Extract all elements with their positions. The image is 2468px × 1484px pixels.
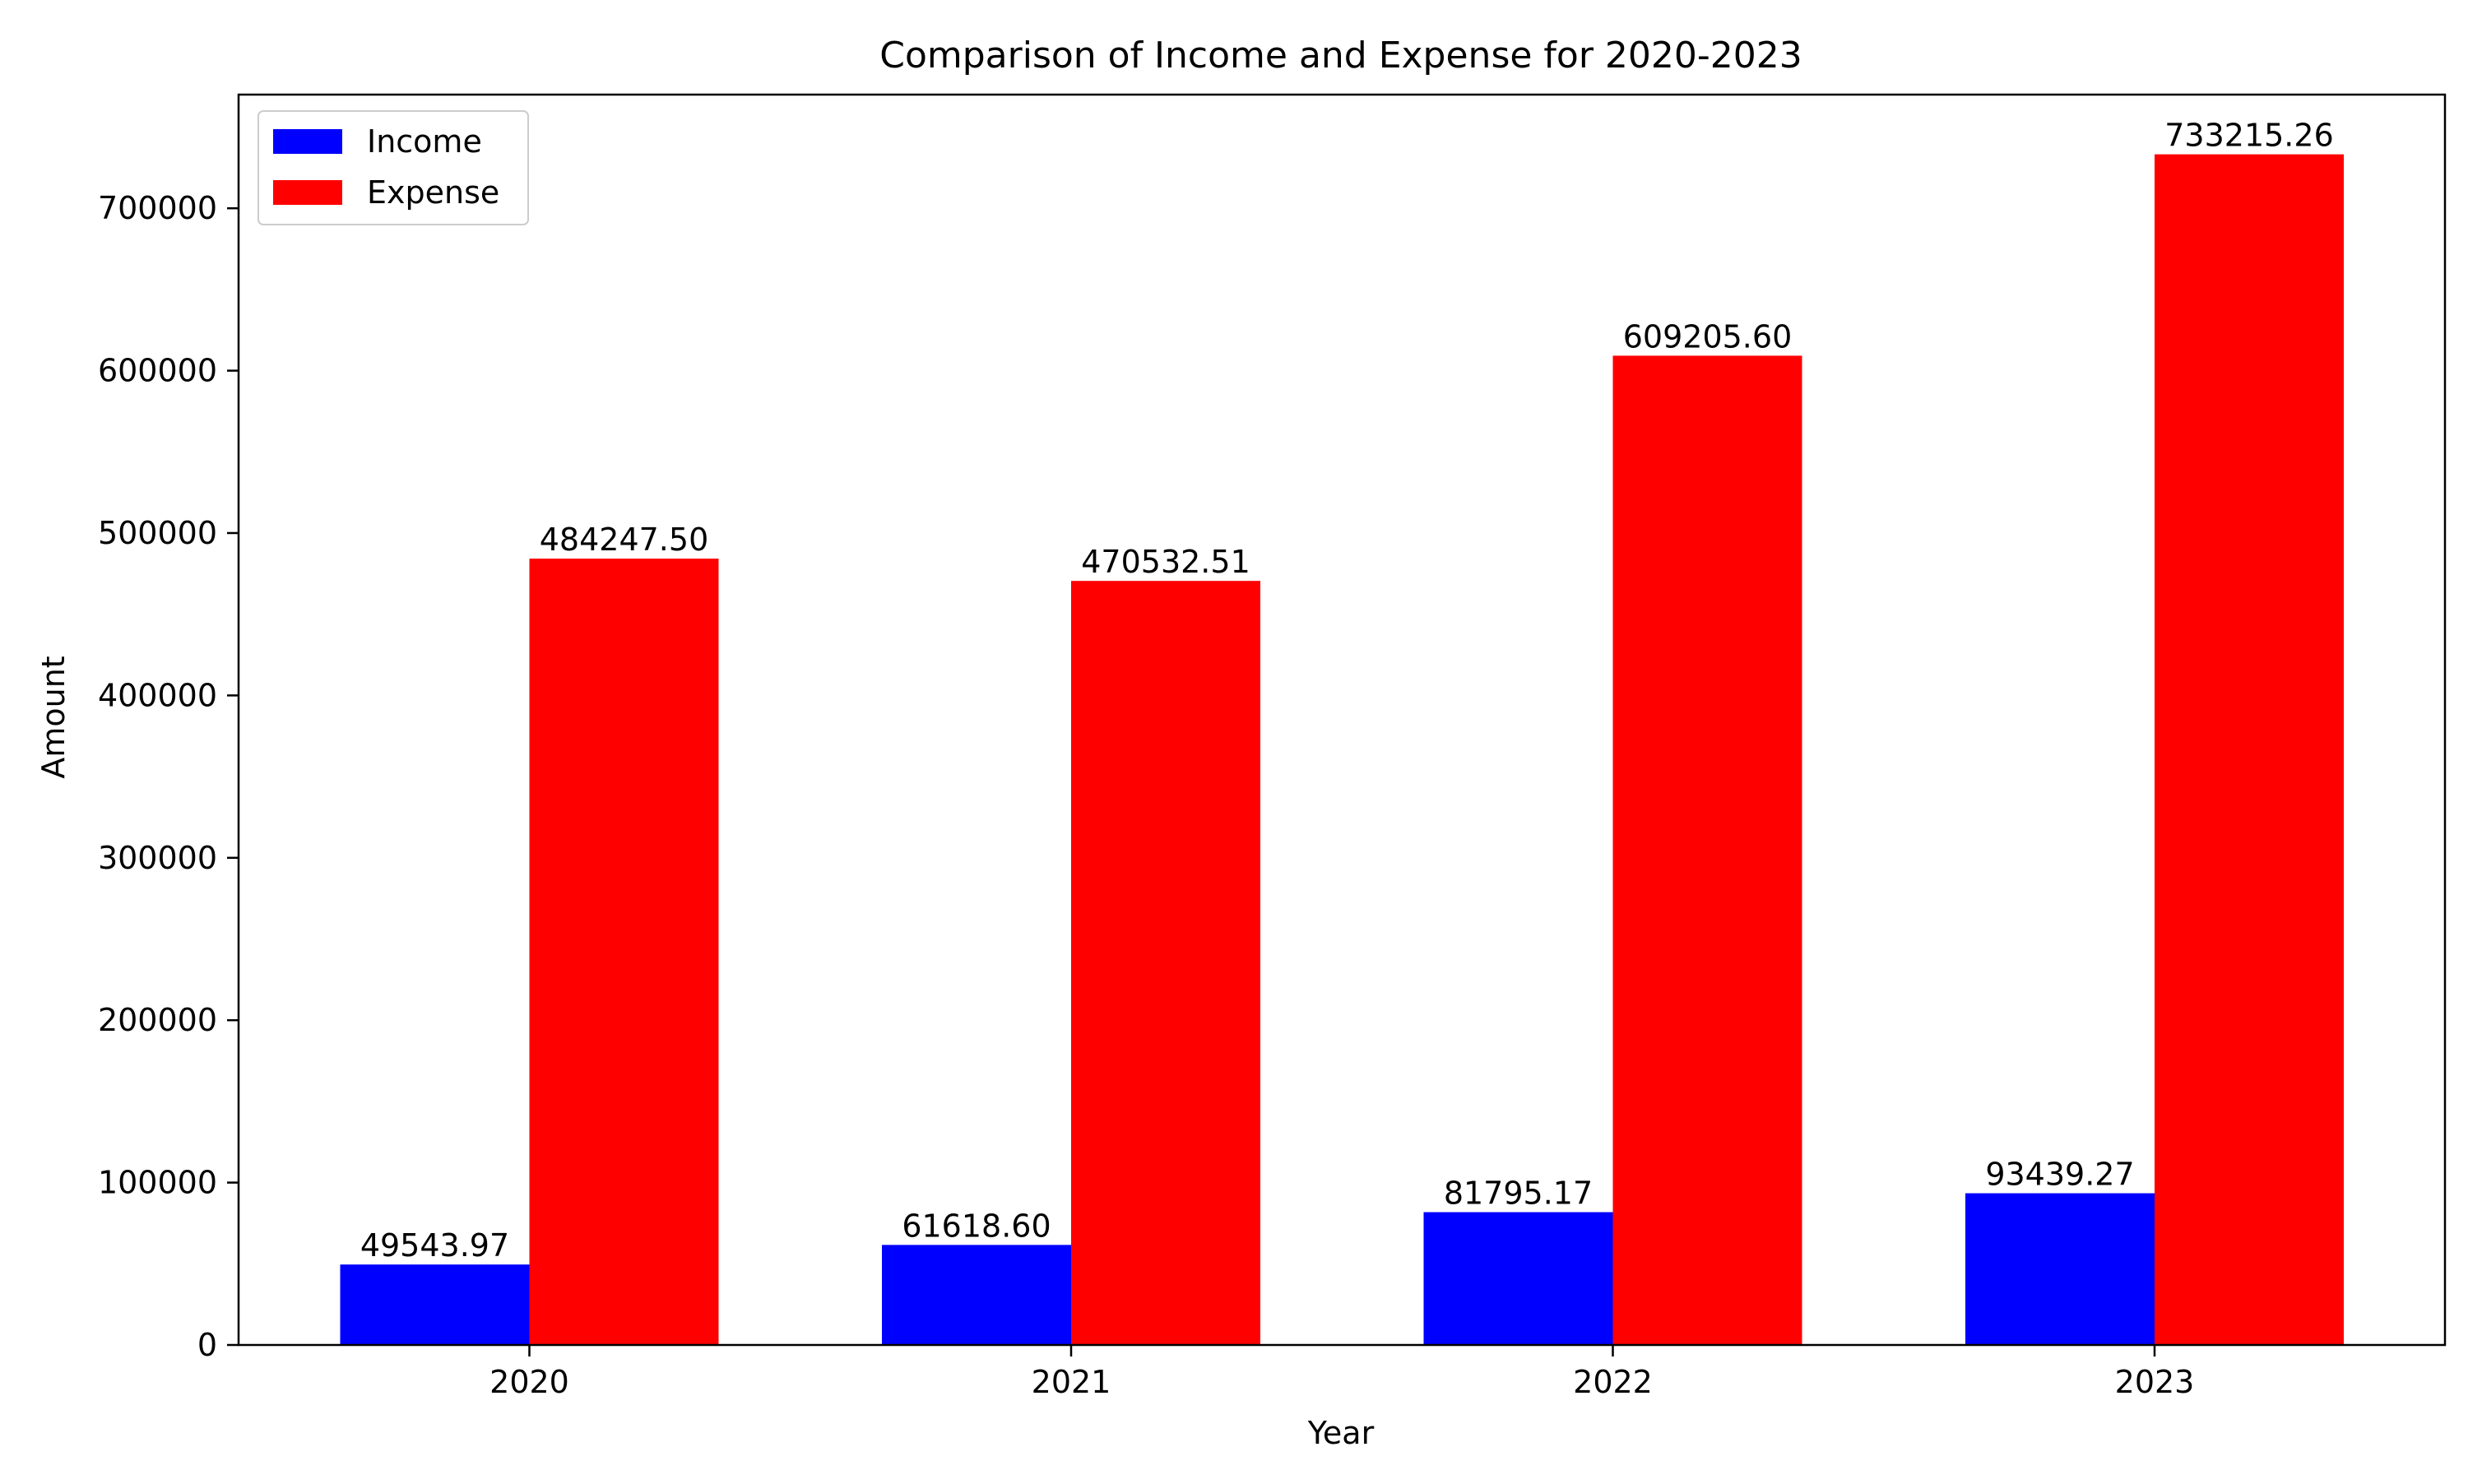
bar-expense-2021 xyxy=(1071,581,1260,1345)
x-tick-label: 2023 xyxy=(2115,1364,2195,1400)
x-tick-label: 2020 xyxy=(489,1364,569,1400)
plot-area: 49543.97 61618.60 81795.17 93439.27 484247.5… xyxy=(98,93,2447,1400)
bar-income-2022 xyxy=(1423,1212,1613,1345)
bar-expense-2023 xyxy=(2155,154,2344,1346)
data-label-expense-2023: 733215.26 xyxy=(2164,118,2334,154)
y-axis-label: Amount xyxy=(35,656,72,778)
data-label-income-2022: 81795.17 xyxy=(1444,1176,1593,1212)
y-tick-label: 600000 xyxy=(98,353,217,389)
x-tick-label: 2021 xyxy=(1032,1364,1111,1400)
y-tick-label: 500000 xyxy=(98,515,217,551)
x-tick-label: 2022 xyxy=(1573,1364,1653,1400)
chart-title: Comparison of Income and Expense for 202… xyxy=(879,35,1802,77)
axes-frame xyxy=(237,93,2447,1347)
y-tick-label: 700000 xyxy=(98,190,217,226)
x-axis-label: Year xyxy=(1307,1415,1375,1451)
legend-swatch-expense xyxy=(273,180,342,205)
bar-expense-2022 xyxy=(1612,355,1802,1345)
y-tick-label: 400000 xyxy=(98,677,217,713)
data-label-income-2021: 61618.60 xyxy=(902,1208,1051,1244)
data-label-expense-2022: 609205.60 xyxy=(1623,318,1793,355)
data-label-expense-2020: 484247.50 xyxy=(540,522,709,558)
data-label-income-2023: 93439.27 xyxy=(1985,1157,2134,1193)
y-tick-label: 100000 xyxy=(98,1165,217,1201)
bar-income-2021 xyxy=(882,1245,1071,1345)
data-label-expense-2021: 470532.51 xyxy=(1081,544,1250,580)
legend-label-income: Income xyxy=(367,123,482,160)
legend-label-expense: Expense xyxy=(367,174,499,211)
bar-expense-2020 xyxy=(529,559,719,1345)
data-label-income-2020: 49543.97 xyxy=(360,1227,509,1264)
y-tick-label: 300000 xyxy=(98,840,217,876)
y-tick-label: 0 xyxy=(197,1327,217,1363)
y-tick-label: 200000 xyxy=(98,1002,217,1038)
bar-income-2020 xyxy=(340,1264,530,1345)
bar-income-2023 xyxy=(1965,1193,2155,1345)
legend-swatch-income xyxy=(273,129,342,154)
